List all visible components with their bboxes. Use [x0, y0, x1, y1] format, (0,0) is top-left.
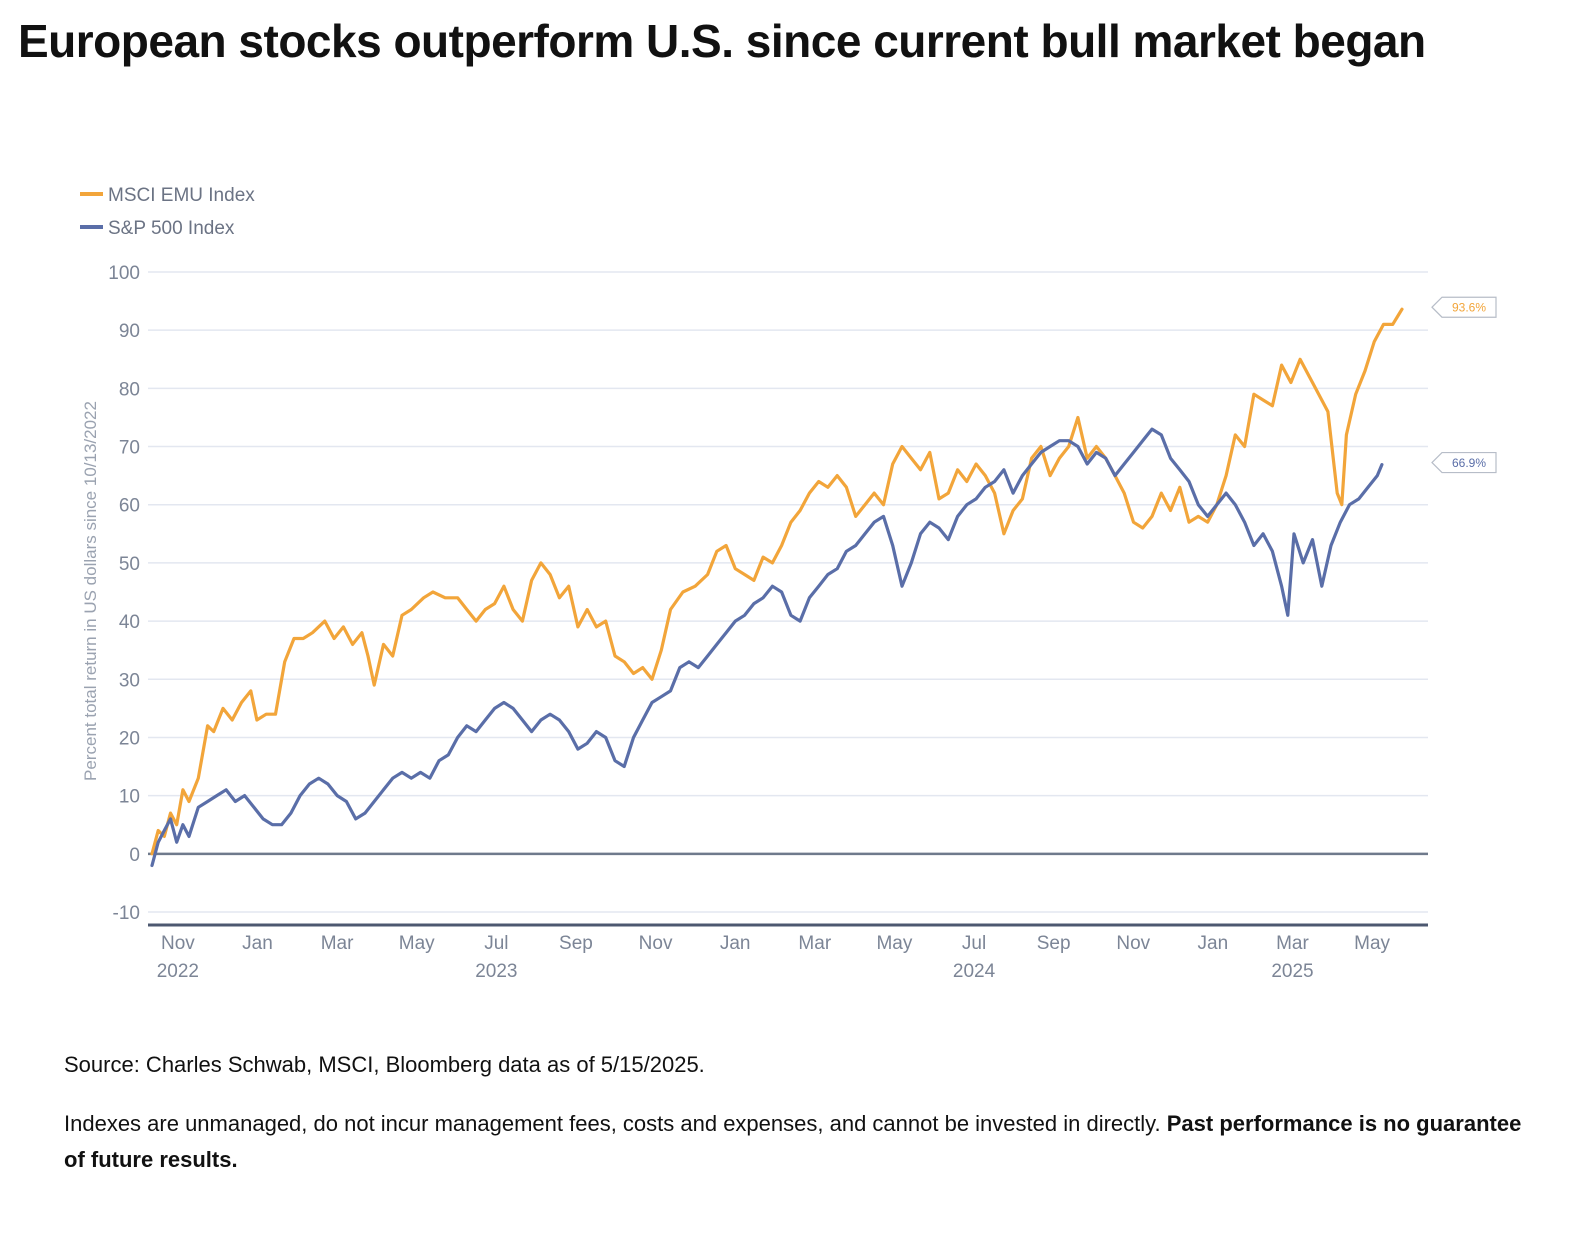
y-tick-label: 100: [108, 263, 140, 284]
x-tick-month: Mar: [1276, 933, 1309, 954]
x-tick-month: Nov: [1116, 933, 1150, 954]
legend-label: S&P 500 Index: [108, 218, 235, 239]
source-note: Source: Charles Schwab, MSCI, Bloomberg …: [64, 1052, 705, 1077]
page-title: European stocks outperform U.S. since cu…: [18, 15, 1426, 67]
disclaimer-note: Indexes are unmanaged, do not incur mana…: [64, 1106, 1524, 1178]
x-tick-month: Jan: [1198, 933, 1229, 954]
y-tick-label: 90: [119, 321, 140, 342]
x-tick-month: May: [1354, 933, 1390, 954]
x-tick-month: Mar: [321, 933, 354, 954]
x-tick-month: Sep: [1037, 933, 1071, 954]
x-tick-month: May: [399, 933, 435, 954]
disclaimer-bold: Past performance is no guarantee of futu…: [64, 1111, 1522, 1172]
y-tick-label: 10: [119, 787, 140, 808]
y-tick-label: 50: [119, 554, 140, 575]
x-tick-month: Jan: [242, 933, 273, 954]
x-tick-year: 2024: [953, 961, 996, 982]
gridlines: [148, 271, 1428, 927]
end-label-box: [1431, 296, 1497, 318]
y-tick-label: 40: [119, 612, 140, 633]
x-tick-month: Mar: [798, 933, 831, 954]
y-tick-label: 70: [119, 438, 140, 459]
x-tick-month: Sep: [559, 933, 593, 954]
y-tick-label: 30: [119, 670, 140, 691]
y-tick-label: -10: [113, 903, 140, 924]
x-tick-year: 2022: [157, 961, 199, 982]
x-axis-ticks: Nov 2022 Jan Mar May Jul 2023 Sep Nov Jan Mar May Ju…: [157, 933, 1391, 982]
disclaimer-text: Indexes are unmanaged, do not incur mana…: [64, 1111, 1161, 1136]
series-lines: [150, 307, 1404, 868]
msci-emu-line: [150, 307, 1404, 856]
y-tick-label: 0: [129, 845, 140, 866]
x-tick-month: Jan: [720, 933, 751, 954]
end-label-box: [1431, 451, 1497, 474]
x-tick-month: May: [876, 933, 912, 954]
legend-label: MSCI EMU Index: [108, 185, 255, 206]
end-label: 66.9%: [1452, 456, 1486, 470]
x-tick-month: Jul: [484, 933, 508, 954]
chart-legend: MSCI EMU Index S&P 500 Index: [80, 185, 255, 239]
end-labels: 93.6% 66.9%: [1431, 296, 1497, 474]
end-label: 93.6%: [1452, 301, 1486, 315]
y-tick-label: 60: [119, 496, 140, 517]
x-tick-year: 2025: [1271, 961, 1313, 982]
x-tick-month: Nov: [639, 933, 673, 954]
y-tick-label: 80: [119, 379, 140, 400]
x-tick-year: 2023: [475, 961, 517, 982]
x-tick-month: Nov: [161, 933, 195, 954]
sp500-line: [150, 427, 1384, 868]
x-tick-month: Jul: [962, 933, 986, 954]
y-tick-label: 20: [119, 728, 140, 749]
y-axis-label: Percent total return in US dollars since…: [81, 401, 100, 781]
